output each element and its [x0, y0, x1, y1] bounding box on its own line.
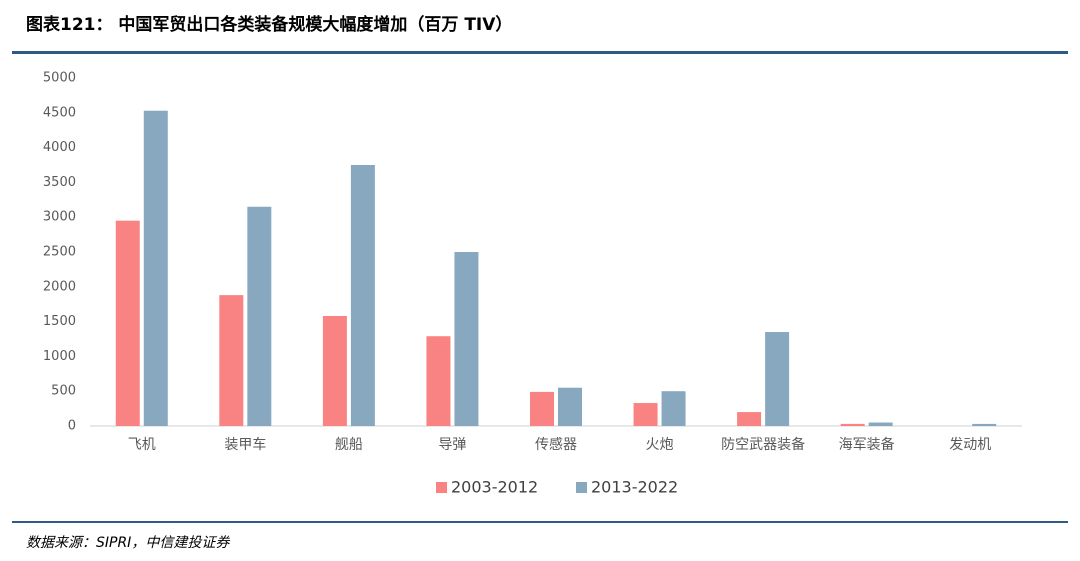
bar — [454, 252, 479, 426]
y-tick-label: 1000 — [43, 349, 76, 364]
x-tick-label: 传感器 — [535, 436, 577, 453]
source-note: 数据来源：SIPRI，中信建投证券 — [26, 535, 230, 551]
bar — [737, 412, 762, 426]
x-tick-label: 飞机 — [128, 437, 156, 453]
x-tick-label: 装甲车 — [224, 436, 266, 453]
x-tick-label: 火炮 — [646, 437, 674, 453]
bar — [765, 332, 790, 426]
y-tick-label: 2500 — [43, 245, 76, 260]
y-tick-label: 1500 — [43, 314, 76, 329]
bar — [868, 422, 893, 426]
bar — [558, 387, 582, 426]
bar — [143, 110, 168, 426]
y-tick-label: 4000 — [43, 140, 76, 155]
bar — [350, 165, 375, 426]
bar — [972, 423, 997, 426]
legend-swatch — [436, 482, 447, 493]
legend-label: 2003-2012 — [451, 478, 538, 497]
bar — [426, 336, 451, 426]
y-tick-label: 5000 — [43, 71, 76, 86]
y-tick-label: 2000 — [43, 279, 76, 294]
bar — [247, 206, 272, 426]
bar — [530, 391, 554, 426]
bar — [661, 391, 686, 426]
x-tick-label: 发动机 — [949, 437, 991, 453]
y-tick-label: 3500 — [43, 175, 76, 190]
x-tick-label: 防空武器装备 — [721, 436, 805, 453]
y-tick-label: 0 — [68, 419, 76, 434]
bar — [115, 220, 140, 426]
legend-swatch — [576, 482, 587, 493]
y-tick-label: 500 — [51, 384, 76, 399]
bar — [219, 295, 244, 426]
title-rule — [12, 51, 1068, 54]
y-tick-label: 4500 — [43, 105, 76, 120]
x-tick-label: 导弹 — [438, 437, 466, 453]
legend-label: 2013-2022 — [591, 478, 678, 497]
x-tick-label: 舰船 — [335, 437, 363, 453]
y-tick-label: 3000 — [43, 210, 76, 225]
bar — [840, 423, 865, 426]
bar — [633, 403, 658, 426]
bar — [322, 316, 347, 426]
x-tick-label: 海军装备 — [839, 436, 895, 453]
footer-rule — [12, 521, 1068, 523]
chart-title: 图表121： 中国军贸出口各类装备规模大幅度增加（百万 TIV） — [26, 14, 512, 35]
